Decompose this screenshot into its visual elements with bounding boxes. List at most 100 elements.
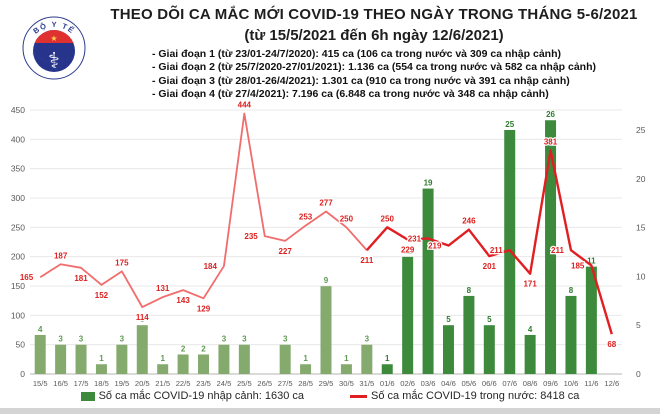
bar-value-label: 25 (505, 120, 514, 129)
bar-value-label: 3 (120, 335, 125, 344)
x-tick-label: 22/5 (176, 379, 191, 388)
bar-22/5 (177, 354, 189, 374)
bar-value-label: 1 (99, 354, 104, 363)
line-value-label: 143 (176, 296, 190, 305)
x-tick-label: 17/5 (74, 379, 89, 388)
line-value-label: 184 (204, 262, 218, 271)
bar-value-label: 3 (58, 335, 63, 344)
line-value-label: 131 (156, 284, 170, 293)
x-tick-label: 20/5 (135, 379, 150, 388)
line-value-label: 219 (428, 242, 442, 251)
y-left-tick-label: 400 (11, 134, 25, 144)
bar-25/5 (238, 344, 250, 374)
bar-29/5 (320, 286, 332, 374)
line-value-label: 211 (551, 246, 564, 255)
x-tick-label: 05/6 (462, 379, 477, 388)
legend-item-domestic: Số ca mắc COVID-19 trong nước: 8418 ca (350, 390, 579, 402)
line-value-label: 229 (401, 246, 415, 255)
line-value-label: 211 (360, 256, 373, 265)
y-left-tick-label: 50 (16, 340, 26, 350)
phase-3-line: - Giai đoạn 3 (từ 28/01-26/4/2021): 1.30… (151, 74, 570, 87)
window-edge-strip (0, 408, 660, 414)
x-tick-label: 15/5 (33, 379, 48, 388)
legend-item-imported: Số ca mắc COVID-19 nhập cảnh: 1630 ca (80, 390, 305, 402)
line-value-label: 68 (607, 340, 616, 349)
bar-value-label: 2 (201, 344, 206, 353)
phase-1-line: - Giai đoạn 1 (từ 23/01-24/7/2020): 415 … (151, 48, 561, 60)
bar-15/5 (34, 334, 46, 374)
y-right-tick-label: 10 (636, 271, 646, 281)
line-value-label: 152 (95, 291, 109, 300)
x-tick-label: 28/5 (298, 379, 313, 388)
x-tick-label: 25/5 (237, 379, 252, 388)
bar-value-label: 9 (324, 276, 329, 285)
bar-value-label: 1 (303, 354, 308, 363)
bar-value-label: 5 (446, 315, 451, 324)
bar-19/5 (116, 344, 128, 374)
x-tick-label: 21/5 (155, 379, 170, 388)
bar-24/5 (218, 344, 230, 374)
bar-06/6 (483, 325, 495, 374)
bar-10/6 (565, 295, 577, 374)
logo-flag-band (33, 30, 75, 43)
bar-value-label: 3 (222, 335, 227, 344)
phase-2-line: - Giai đoạn 2 (từ 25/7/2020-27/01/2021):… (151, 61, 597, 74)
x-tick-label: 02/6 (400, 379, 415, 388)
x-tick-label: 07/6 (502, 379, 517, 388)
x-tick-label: 09/6 (543, 379, 558, 388)
bar-value-label: 5 (140, 315, 145, 324)
line-value-label: 235 (244, 232, 258, 241)
bar-value-label: 8 (467, 286, 472, 295)
line-value-label: 231 (408, 234, 422, 243)
x-tick-label: 16/5 (53, 379, 68, 388)
y-right-tick-label: 5 (636, 320, 641, 330)
domestic-cases-line (365, 149, 613, 335)
line-value-label: 444 (238, 101, 252, 110)
chart-subtitle: (từ 15/5/2021 đến 6h ngày 12/6/2021) (244, 27, 504, 44)
legend-bar-label: Số ca mắc COVID-19 nhập cảnh: 1630 ca (98, 390, 305, 402)
bar-value-label: 11 (587, 257, 596, 266)
x-tick-label: 31/5 (359, 379, 374, 388)
bar-value-label: 3 (242, 335, 247, 344)
bar-value-label: 19 (424, 179, 433, 188)
logo-star-icon: ★ (50, 34, 57, 43)
x-tick-label: 23/5 (196, 379, 211, 388)
y-right-tick-label: 25 (636, 125, 646, 135)
y-left-tick-label: 350 (11, 164, 25, 174)
bar-27/5 (279, 344, 291, 374)
x-tick-label: 12/6 (604, 379, 619, 388)
legend-bar-swatch (80, 391, 95, 401)
phase-4-line: - Giai đoạn 4 (từ 27/4/2021): 7.196 ca (… (151, 88, 549, 101)
x-tick-label: 24/5 (217, 379, 232, 388)
line-value-label: 114 (136, 313, 149, 322)
y-right-tick-label: 15 (636, 223, 646, 233)
bar-value-label: 4 (38, 325, 43, 334)
bar-value-label: 5 (487, 315, 492, 324)
line-value-label: 181 (74, 274, 88, 283)
x-tick-label: 30/5 (339, 379, 354, 388)
bar-value-label: 1 (160, 354, 165, 363)
line-value-label: 171 (523, 280, 537, 289)
bar-30/5 (340, 364, 352, 374)
bar-23/5 (198, 354, 210, 374)
bar-18/5 (95, 364, 107, 374)
x-tick-label: 19/5 (114, 379, 129, 388)
chart-legend: Số ca mắc COVID-19 nhập cảnh: 1630 ca Số… (0, 390, 660, 402)
chart-header: THEO DÕI CA MẮC MỚI COVID-19 THEO NGÀY T… (100, 6, 648, 102)
bar-11/6 (585, 266, 597, 374)
x-tick-label: 26/5 (257, 379, 272, 388)
bar-value-label: 1 (344, 354, 349, 363)
bar-value-label: 12 (403, 247, 412, 256)
y-right-tick-label: 0 (636, 369, 641, 379)
bar-02/6 (402, 256, 414, 374)
line-value-label: 175 (115, 258, 129, 267)
y-left-tick-label: 0 (20, 369, 25, 379)
line-value-label: 201 (483, 262, 497, 271)
bar-16/5 (55, 344, 67, 374)
bar-01/6 (381, 364, 393, 374)
line-value-label: 129 (197, 304, 211, 313)
x-tick-label: 04/6 (441, 379, 456, 388)
bar-09/6 (545, 120, 557, 375)
bar-20/5 (136, 325, 148, 374)
bar-value-label: 4 (528, 325, 533, 334)
